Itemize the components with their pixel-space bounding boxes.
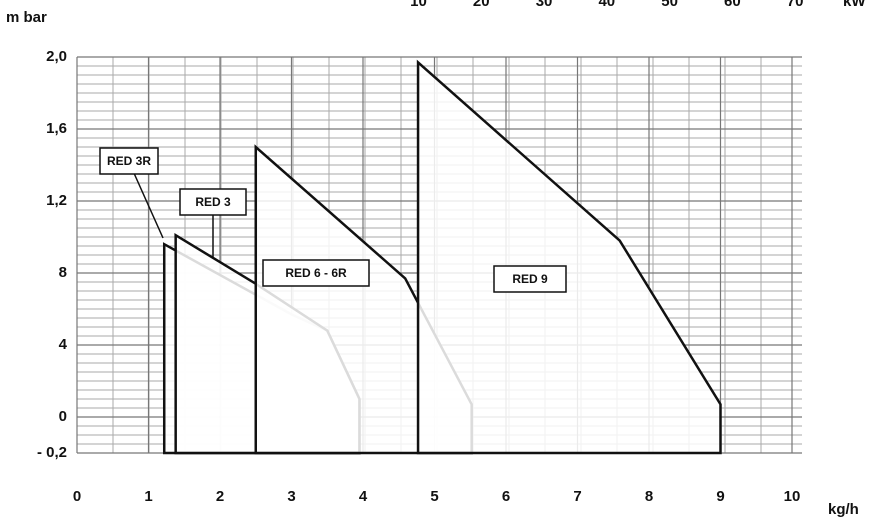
x2-tick-label: 60 — [724, 0, 741, 10]
x-tick-label: 3 — [287, 488, 295, 505]
x2-tick-label: 20 — [473, 0, 490, 10]
x2-tick-label: 70 — [787, 0, 804, 10]
y-tick-label: 0 — [59, 408, 67, 425]
y-tick-label: 1,2 — [46, 192, 67, 209]
x-tick-label: 4 — [359, 488, 368, 505]
x-tick-label: 2 — [216, 488, 224, 505]
x-axis-label: kg/h — [828, 501, 859, 518]
x-tick-label: 1 — [144, 488, 152, 505]
x-tick-label: 8 — [645, 488, 653, 505]
legend-box — [99, 147, 159, 175]
x2-axis-label: kW — [843, 0, 866, 10]
legend-box — [179, 188, 247, 216]
series-label: RED 3 — [195, 195, 231, 209]
y-tick-label: 2,0 — [46, 48, 67, 65]
x-tick-label: 0 — [73, 488, 81, 505]
x-tick-label: 9 — [716, 488, 724, 505]
series-label: RED 3R — [107, 154, 151, 168]
legend-box — [493, 265, 567, 293]
y-tick-label: 4 — [59, 336, 68, 353]
x-tick-label: 6 — [502, 488, 510, 505]
y-tick-label: 1,6 — [46, 120, 67, 137]
x2-tick-label: 30 — [536, 0, 553, 10]
y-tick-label: 8 — [59, 264, 67, 281]
x2-tick-label: 50 — [661, 0, 678, 10]
x-tick-label: 7 — [573, 488, 581, 505]
x2-tick-label: 10 — [410, 0, 427, 10]
y-tick-label: - 0,2 — [37, 444, 67, 461]
legend-box — [262, 259, 370, 287]
series-label: RED 9 — [512, 272, 548, 286]
x-tick-label: 5 — [430, 488, 438, 505]
series-label: RED 6 - 6R — [285, 266, 347, 280]
y-axis-label: m bar — [6, 9, 47, 26]
x2-tick-label: 40 — [598, 0, 615, 10]
x-tick-label: 10 — [784, 488, 801, 505]
field-area — [416, 59, 722, 455]
